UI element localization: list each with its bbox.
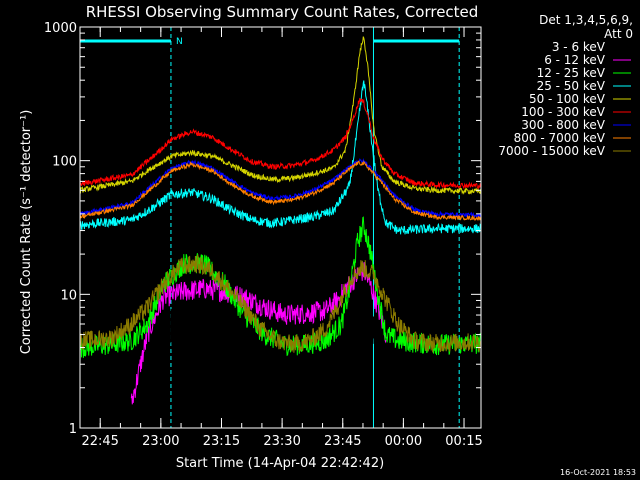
x-axis-label: Start Time (14-Apr-04 22:42:42) [176, 456, 384, 471]
legend-label-4: 25 - 50 keV [537, 79, 606, 93]
y-tick-label: 10 [60, 288, 77, 303]
series-line-4 [79, 80, 482, 235]
x-tick-label: 00:15 [445, 434, 482, 449]
x-tick-label: 23:45 [324, 434, 361, 449]
legend-header-line-1: Det 1,3,4,5,6,9, [539, 13, 633, 27]
legend-label-2: 6 - 12 keV [544, 53, 606, 67]
x-tick-label: 22:45 [81, 434, 118, 449]
plot-frame [79, 26, 482, 429]
series-line-5 [79, 36, 482, 195]
x-tick-label: 00:00 [385, 434, 422, 449]
series-line-9 [79, 254, 482, 353]
y-tick-label: 1000 [44, 21, 77, 36]
plot-area: N [79, 27, 482, 429]
x-tick-label: 23:30 [263, 434, 300, 449]
y-tick-label: 1 [69, 422, 77, 437]
legend-label-8: 800 - 7000 keV [514, 131, 606, 145]
x-tick-label: 23:15 [203, 434, 240, 449]
axes: 1 10 100 1000 22:45 23:00 23:15 23:30 23:45 00:00… [44, 21, 483, 449]
legend-label-3: 12 - 25 keV [537, 66, 606, 80]
flag-label: N [176, 37, 183, 47]
legend-header-line-2: Att 0 [604, 27, 633, 41]
series-line-8 [79, 160, 482, 222]
series-line-7 [79, 158, 482, 219]
legend-label-5: 50 - 100 keV [529, 92, 606, 106]
legend-label-7: 300 - 800 keV [521, 118, 605, 132]
legend-label-9: 7000 - 15000 keV [498, 144, 605, 158]
legend-label-6: 100 - 300 keV [521, 105, 605, 119]
series-line-6 [79, 97, 482, 190]
chart-title: RHESSI Observing Summary Count Rates, Co… [86, 3, 479, 21]
y-axis-label: Corrected Count Rate (s⁻¹ detector⁻¹) [19, 110, 34, 355]
x-tick-label: 23:00 [142, 434, 179, 449]
y-tick-label: 100 [52, 155, 77, 170]
legend-label-1: 3 - 6 keV [552, 40, 606, 54]
footer-date: 16-Oct-2021 18:53 [560, 468, 636, 477]
